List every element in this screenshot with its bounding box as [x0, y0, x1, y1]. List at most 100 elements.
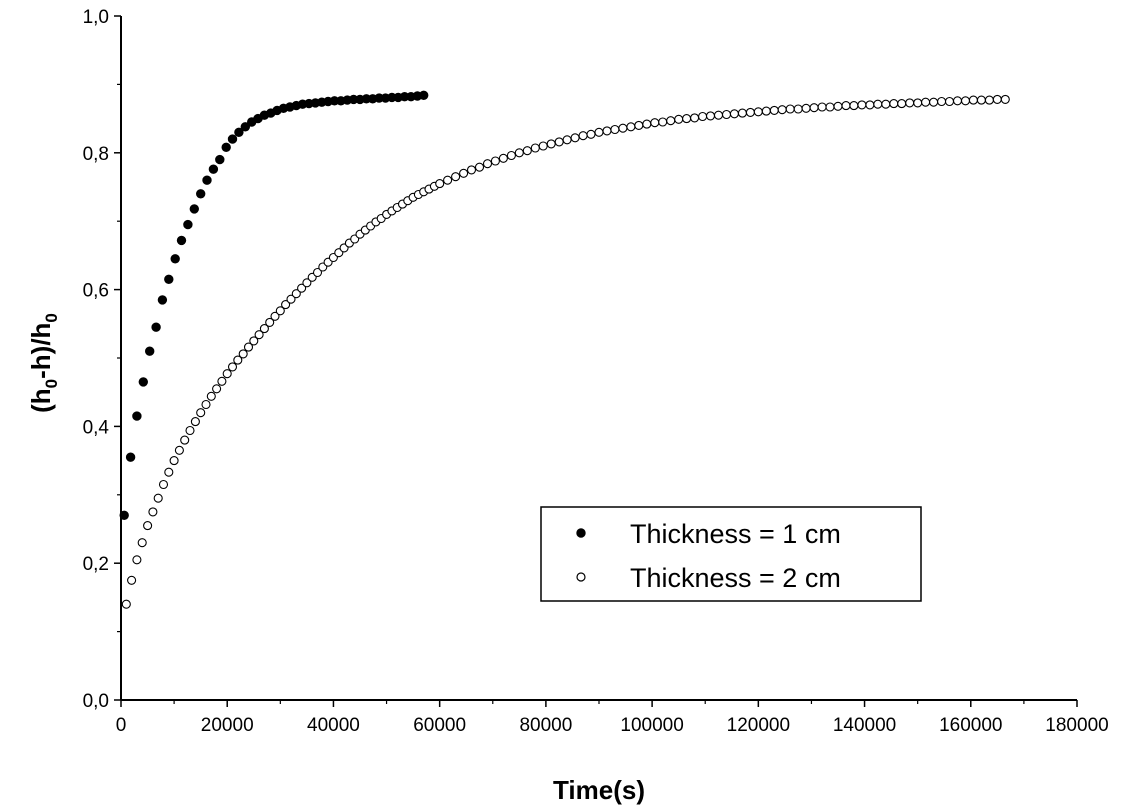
data-point-1cm — [189, 204, 200, 214]
legend-label-1: Thickness = 1 cm — [630, 519, 841, 549]
data-point-2cm — [897, 99, 907, 109]
y-axis-title: (h0-h)/h0 — [26, 313, 61, 413]
data-point-1cm — [138, 377, 149, 387]
axes: 0 20000 40000 60000 80000 100000 120000 140000 1… — [83, 7, 1109, 736]
data-point-2cm — [849, 101, 859, 111]
data-point-2cm — [929, 97, 939, 107]
data-point-2cm — [217, 376, 227, 386]
data-point-2cm — [976, 95, 986, 105]
data-point-1cm — [234, 127, 244, 138]
data-point-1cm — [183, 219, 193, 230]
data-point-2cm — [169, 456, 179, 466]
data-point-2cm — [992, 94, 1002, 104]
data-point-2cm — [459, 168, 469, 178]
data-point-2cm — [952, 96, 963, 106]
y-tick-label: 0,8 — [83, 144, 109, 165]
data-point-2cm — [121, 599, 131, 609]
data-point-2cm — [148, 507, 158, 517]
data-point-2cm — [1000, 94, 1010, 104]
data-point-2cm — [913, 98, 923, 108]
data-point-2cm — [753, 107, 763, 117]
data-point-2cm — [690, 113, 700, 123]
series-thickness-1cm — [119, 90, 429, 520]
x-ticks: 0 20000 40000 60000 80000 100000 120000 140000 1… — [116, 700, 1109, 736]
legend: Thickness = 1 cm Thickness = 2 cm — [540, 506, 922, 602]
data-point-2cm — [222, 369, 232, 379]
data-point-1cm — [215, 154, 225, 165]
data-point-2cm — [196, 408, 206, 418]
data-point-2cm — [769, 105, 779, 115]
legend-label-2: Thickness = 2 cm — [630, 563, 841, 593]
data-point-2cm — [602, 126, 612, 136]
y-tick-label: 0,6 — [83, 281, 109, 302]
data-point-2cm — [705, 111, 716, 121]
data-point-2cm — [286, 294, 296, 304]
data-point-2cm — [127, 575, 137, 585]
data-point-2cm — [960, 96, 971, 106]
x-tick-label: 60000 — [413, 715, 466, 736]
data-point-2cm — [254, 330, 264, 340]
data-point-1cm — [196, 189, 206, 199]
data-point-2cm — [302, 278, 312, 288]
y-axis-title-part-1: (h — [26, 388, 56, 413]
data-point-2cm — [312, 267, 323, 278]
data-point-2cm — [466, 165, 477, 175]
x-axis-title: Time(s) — [553, 775, 645, 805]
y-tick-label: 0,0 — [83, 691, 109, 712]
data-point-2cm — [937, 96, 947, 107]
x-tick-label: 160000 — [939, 715, 1002, 736]
data-point-2cm — [626, 122, 636, 132]
data-point-2cm — [554, 137, 564, 147]
data-point-2cm — [164, 467, 174, 477]
data-point-2cm — [873, 99, 883, 109]
data-point-2cm — [451, 172, 461, 182]
data-point-2cm — [618, 123, 628, 133]
data-point-2cm — [538, 141, 548, 151]
data-point-1cm — [202, 175, 212, 185]
data-point-1cm — [119, 510, 129, 520]
data-point-2cm — [570, 133, 580, 143]
data-point-2cm — [243, 342, 254, 352]
data-point-2cm — [642, 119, 652, 129]
x-tick-label: 140000 — [833, 715, 896, 736]
data-point-2cm — [793, 104, 803, 114]
data-point-2cm — [777, 105, 787, 115]
data-point-2cm — [984, 95, 994, 105]
data-point-2cm — [721, 109, 732, 120]
data-point-1cm — [125, 452, 136, 462]
data-point-2cm — [682, 114, 692, 124]
data-point-2cm — [578, 131, 588, 141]
data-point-2cm — [658, 117, 668, 127]
data-point-2cm — [137, 538, 147, 548]
data-point-2cm — [270, 311, 280, 321]
data-point-2cm — [809, 103, 819, 113]
data-point-2cm — [698, 111, 708, 122]
data-point-2cm — [610, 124, 620, 135]
data-point-2cm — [817, 102, 827, 112]
data-point-2cm — [889, 99, 899, 109]
data-point-2cm — [745, 107, 755, 117]
data-point-1cm — [208, 164, 219, 174]
data-point-2cm — [634, 120, 644, 130]
data-point-2cm — [833, 101, 843, 111]
legend-marker-filled-circle — [576, 528, 586, 538]
data-point-2cm — [905, 98, 915, 108]
data-point-2cm — [674, 114, 684, 124]
data-point-2cm — [297, 283, 307, 293]
data-point-2cm — [857, 100, 867, 110]
x-tick-label: 100000 — [620, 715, 683, 736]
x-tick-label: 120000 — [727, 715, 790, 736]
data-point-2cm — [185, 425, 195, 436]
data-point-1cm — [132, 411, 142, 421]
data-point-2cm — [865, 100, 875, 110]
data-point-2cm — [206, 391, 216, 401]
data-point-2cm — [729, 109, 739, 119]
data-point-2cm — [761, 106, 771, 116]
data-point-2cm — [212, 384, 222, 394]
data-point-1cm — [227, 134, 238, 144]
data-point-2cm — [785, 104, 795, 114]
data-point-2cm — [249, 336, 259, 346]
x-tick-label: 0 — [116, 715, 127, 736]
data-point-2cm — [522, 146, 532, 156]
data-point-1cm — [151, 322, 161, 332]
